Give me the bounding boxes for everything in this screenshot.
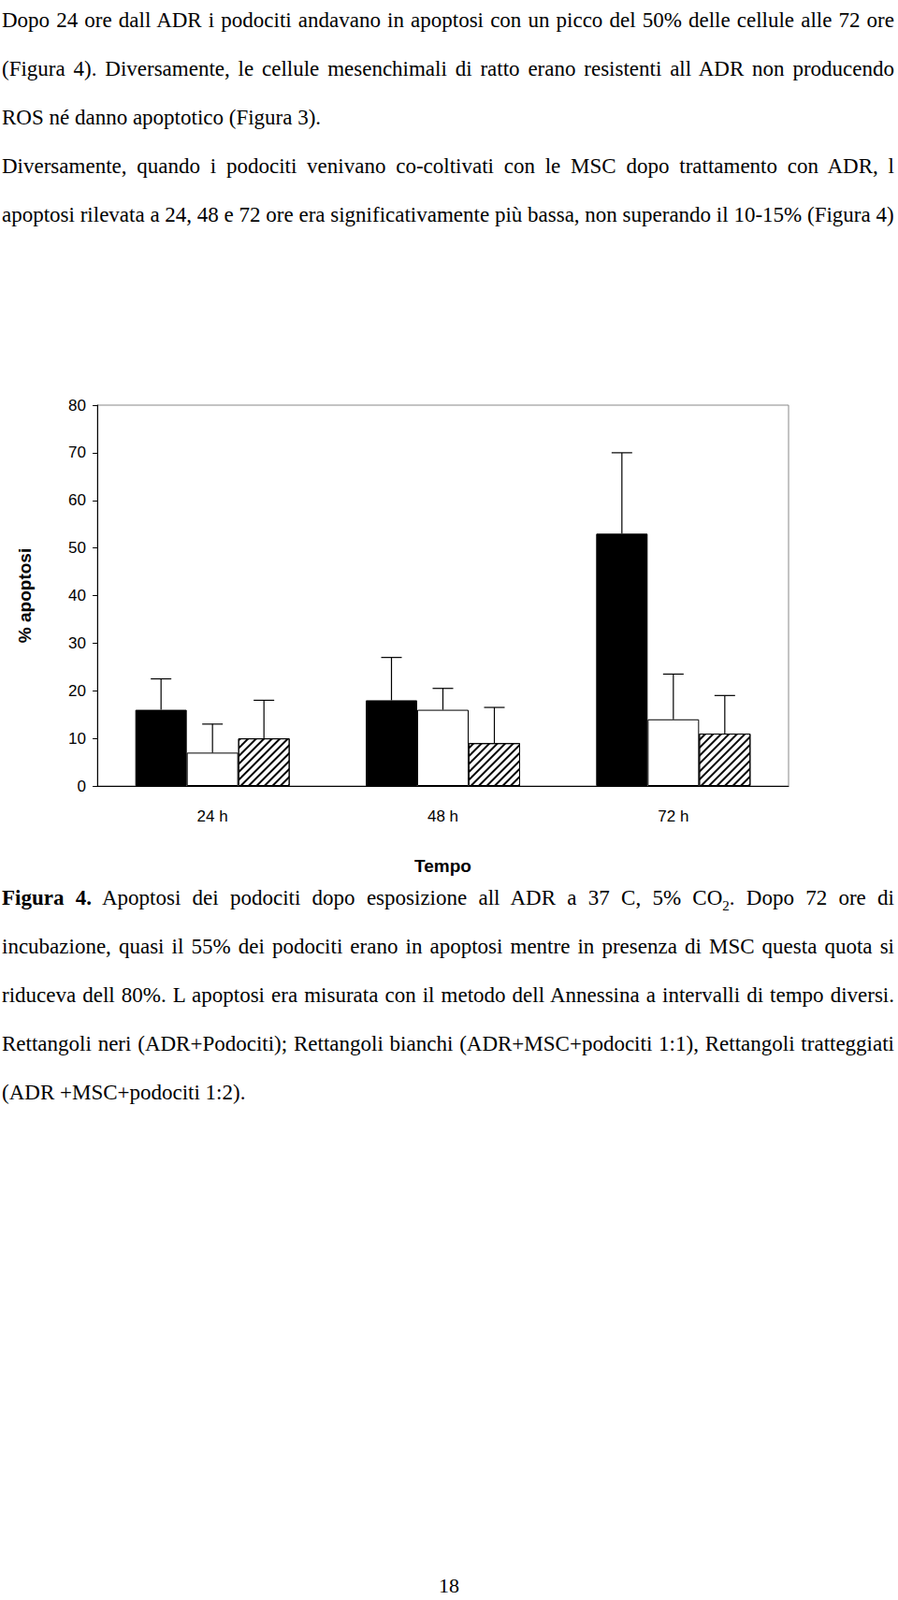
svg-text:50: 50 [68, 538, 87, 557]
svg-text:24 h: 24 h [197, 807, 229, 826]
svg-text:80: 80 [68, 396, 87, 415]
svg-text:Tempo: Tempo [414, 855, 472, 876]
svg-text:40: 40 [68, 586, 87, 605]
svg-text:10: 10 [68, 729, 87, 748]
svg-text:60: 60 [68, 491, 87, 509]
html-text:18: 18 [438, 1573, 460, 1597]
html-text:Figura 4. Apoptosi dei podocit: Figura 4. Apoptosi dei podociti dopo esp… [1, 885, 895, 1104]
svg-text:30: 30 [68, 634, 87, 652]
svg-text:70: 70 [68, 443, 87, 462]
svg-text:% apoptosi: % apoptosi [14, 548, 35, 643]
svg-text:20: 20 [68, 681, 87, 700]
svg-text:72 h: 72 h [657, 807, 689, 826]
svg-text:0: 0 [77, 777, 87, 796]
html-text:Diversamente, quando i podocit: Diversamente, quando i podociti venivano… [1, 154, 895, 227]
svg-text:48 h: 48 h [427, 807, 459, 826]
html-text:Dopo 24 ore dall ADR i podocit: Dopo 24 ore dall ADR i podociti andavano… [1, 8, 895, 130]
